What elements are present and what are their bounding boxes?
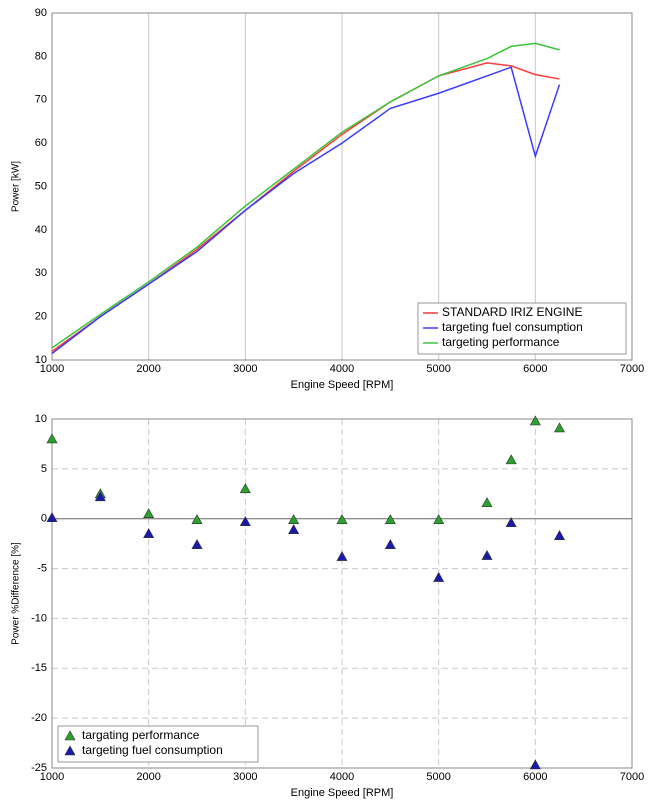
marker <box>239 483 251 494</box>
x-tick-label: 3000 <box>233 771 257 783</box>
y-tick-label: -10 <box>31 612 47 624</box>
y-tick-label: -25 <box>31 762 47 774</box>
marker <box>191 514 203 525</box>
y-tick-label: 40 <box>35 224 47 236</box>
y-tick-label: 50 <box>35 180 47 192</box>
legend-box <box>417 302 627 355</box>
marker <box>336 514 348 525</box>
legend-label: targating performance <box>82 728 200 742</box>
y-tick-label: 70 <box>35 94 47 106</box>
marker <box>384 539 396 549</box>
legend-box <box>57 725 259 763</box>
x-tick-label: 7000 <box>620 363 644 375</box>
x-tick-label: 6000 <box>523 363 547 375</box>
y-tick-label: 30 <box>35 267 47 279</box>
series-line <box>51 66 561 355</box>
x-tick-label: 4000 <box>330 363 354 375</box>
x-tick-label: 7000 <box>620 771 644 783</box>
y-tick-label: 10 <box>35 354 47 366</box>
y-tick-label: 20 <box>35 311 47 323</box>
y-tick-label: -15 <box>31 662 47 674</box>
x-tick-label: 6000 <box>523 771 547 783</box>
marker <box>143 528 155 538</box>
marker <box>505 517 517 528</box>
marker <box>336 550 348 561</box>
marker <box>529 415 541 426</box>
marker <box>46 512 58 523</box>
x-tick-label: 1000 <box>40 771 64 783</box>
x-tick-label: 1000 <box>40 363 64 375</box>
marker <box>553 422 566 433</box>
marker <box>481 549 493 560</box>
marker <box>239 516 251 527</box>
marker <box>288 514 300 525</box>
y-tick-label: -5 <box>37 562 47 574</box>
marker <box>46 433 58 444</box>
marker <box>505 454 517 465</box>
y-tick-label: 60 <box>35 137 47 149</box>
x-tick-label: 2000 <box>136 363 160 375</box>
y-tick-label: 5 <box>41 463 47 475</box>
y-axis-label: Power [kW] <box>11 161 22 212</box>
legend-label: STANDARD IRIZ ENGINE <box>442 305 582 319</box>
marker <box>384 514 396 525</box>
legend-swatch <box>64 745 76 756</box>
marker <box>191 539 203 549</box>
y-axis-label: Power %Difference [%] <box>11 542 22 645</box>
plot-frame <box>51 418 633 769</box>
x-tick-label: 2000 <box>136 771 160 783</box>
marker <box>94 491 106 502</box>
marker <box>481 497 493 508</box>
x-tick-label: 5000 <box>426 771 450 783</box>
series-line <box>51 42 560 349</box>
marker <box>553 530 566 540</box>
x-axis-label: Engine Speed [RPM] <box>291 379 394 391</box>
marker <box>433 514 445 525</box>
y-tick-label: 0 <box>41 513 47 525</box>
marker <box>529 759 541 770</box>
plot-frame <box>51 12 633 361</box>
legend-label: targeting performance <box>442 335 560 349</box>
y-tick-label: -20 <box>31 712 47 724</box>
x-tick-label: 5000 <box>426 363 450 375</box>
y-tick-label: 90 <box>35 7 47 19</box>
legend-swatch <box>64 730 76 741</box>
x-axis-label: Engine Speed [RPM] <box>291 787 394 799</box>
x-tick-label: 4000 <box>330 771 354 783</box>
marker <box>288 524 300 534</box>
marker <box>143 508 155 519</box>
legend-label: targeting fuel consumption <box>442 320 583 334</box>
y-tick-label: 10 <box>35 413 47 425</box>
marker <box>433 571 445 582</box>
legend-label: targeting fuel consumption <box>82 743 223 757</box>
x-tick-label: 3000 <box>233 363 257 375</box>
y-tick-label: 80 <box>35 50 47 62</box>
